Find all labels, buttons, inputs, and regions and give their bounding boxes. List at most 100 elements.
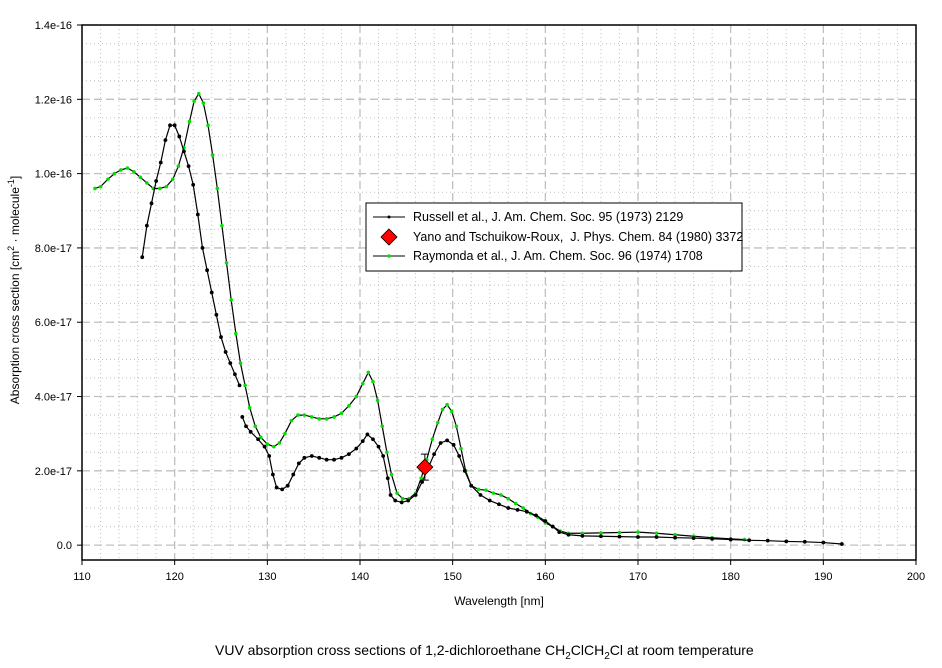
- raymonda-point: [436, 420, 440, 425]
- russell-point: [209, 290, 214, 295]
- russell-point: [438, 441, 443, 445]
- russell-point: [445, 438, 450, 443]
- russell-point: [399, 500, 404, 505]
- russell-point: [360, 439, 365, 444]
- raymonda-point: [206, 123, 210, 128]
- raymonda-point: [296, 413, 300, 417]
- russell-point: [617, 534, 622, 539]
- y-axis-label: Absorption cross section [cm2 · molecule…: [6, 176, 22, 404]
- russell-line: [141, 124, 241, 386]
- raymonda-line: [94, 92, 745, 541]
- russell-point: [381, 454, 386, 458]
- russell-point: [524, 509, 529, 514]
- russell-point: [728, 537, 733, 542]
- russell-point: [534, 513, 538, 518]
- raymonda-point: [419, 476, 423, 481]
- russell-point: [274, 485, 279, 490]
- raymonda-point: [354, 394, 359, 399]
- raymonda-point: [459, 446, 463, 451]
- raymonda-point: [234, 331, 238, 336]
- russell-point: [478, 493, 483, 497]
- raymonda-point: [380, 424, 385, 429]
- y-tick-label: 1.0e-16: [35, 169, 72, 181]
- raymonda-point: [617, 530, 622, 535]
- y-tick-label: 4.0e-17: [35, 392, 72, 404]
- raymonda-point: [192, 99, 196, 103]
- russell-point: [636, 535, 640, 539]
- russell-point: [177, 134, 182, 139]
- raymonda-point: [302, 413, 307, 417]
- raymonda-point: [375, 398, 380, 403]
- russell-point: [385, 476, 390, 481]
- x-tick-label: 170: [629, 571, 647, 583]
- raymonda-point: [440, 407, 445, 412]
- russell-point: [557, 530, 562, 535]
- russell-point: [371, 437, 375, 442]
- russell-point: [354, 446, 359, 451]
- raymonda-point: [580, 531, 585, 536]
- legend-raymonda-label: Raymonda et al., J. Am. Chem. Soc. 96 (1…: [413, 249, 703, 263]
- raymonda-point: [339, 411, 344, 416]
- raymonda-point: [484, 488, 488, 492]
- raymonda-point: [277, 441, 282, 445]
- raymonda-point: [119, 168, 123, 172]
- russell-point: [317, 455, 322, 460]
- raymonda-point: [389, 472, 394, 477]
- axis-ticks: 110 120 130 140 150 160 170 180 190 200 0.0 2.0e-17…: [35, 20, 925, 583]
- russell-point: [244, 424, 248, 429]
- legend-raymonda-marker: [387, 254, 391, 258]
- raymonda-point: [673, 532, 677, 537]
- russell-point: [839, 542, 844, 546]
- russell-point: [233, 372, 237, 377]
- russell-point: [691, 536, 696, 540]
- raymonda-point: [98, 184, 103, 189]
- raymonda-point: [476, 487, 481, 492]
- legend-russell-label: Russell et al., J. Am. Chem. Soc. 95 (19…: [413, 210, 683, 224]
- y-tick-label: 1.4e-16: [35, 20, 72, 32]
- y-tick-label: 2.0e-17: [35, 466, 72, 478]
- raymonda-point: [247, 405, 252, 410]
- russell-point: [457, 454, 462, 458]
- russell-point: [302, 455, 307, 460]
- raymonda-point: [112, 171, 117, 176]
- russell-point: [186, 164, 191, 169]
- russell-point: [469, 483, 474, 488]
- raymonda-point: [224, 260, 229, 265]
- x-tick-label: 120: [165, 571, 183, 583]
- russell-point: [309, 454, 314, 458]
- russell-point: [599, 534, 603, 539]
- raymonda-point: [445, 402, 449, 407]
- legend-yano-label: Yano and Tschuikow-Roux, J. Phys. Chem. …: [413, 230, 743, 244]
- raymonda-point: [196, 91, 201, 96]
- russell-point: [515, 507, 520, 512]
- raymonda-point: [499, 493, 503, 497]
- y-tick-label: 0.0: [57, 540, 72, 552]
- raymonda-point: [289, 418, 294, 423]
- russell-point: [195, 212, 200, 217]
- russell-point: [248, 429, 253, 434]
- russell-point: [332, 457, 336, 462]
- raymonda-point: [229, 298, 233, 302]
- x-tick-label: 190: [814, 571, 832, 583]
- russell-point: [388, 493, 393, 497]
- russell-point: [346, 452, 351, 457]
- russell-point: [144, 223, 149, 228]
- legend-yano-marker: [380, 228, 398, 246]
- legend-box: [365, 202, 743, 272]
- raymonda-point: [125, 166, 130, 170]
- raymonda-point: [636, 530, 640, 534]
- x-tick-label: 180: [721, 571, 739, 583]
- x-tick-label: 140: [351, 571, 369, 583]
- raymonda-point: [106, 177, 110, 181]
- raymonda-point: [158, 186, 162, 191]
- russell-point: [487, 498, 492, 503]
- russell-point: [291, 472, 296, 477]
- x-tick-label: 110: [73, 571, 91, 583]
- raymonda-point: [400, 496, 405, 501]
- raymonda-point: [324, 417, 329, 421]
- russell-point: [158, 160, 163, 165]
- raymonda-point: [272, 444, 276, 449]
- raymonda-point: [201, 101, 206, 105]
- raymonda-point: [449, 409, 454, 414]
- grid: [82, 25, 916, 560]
